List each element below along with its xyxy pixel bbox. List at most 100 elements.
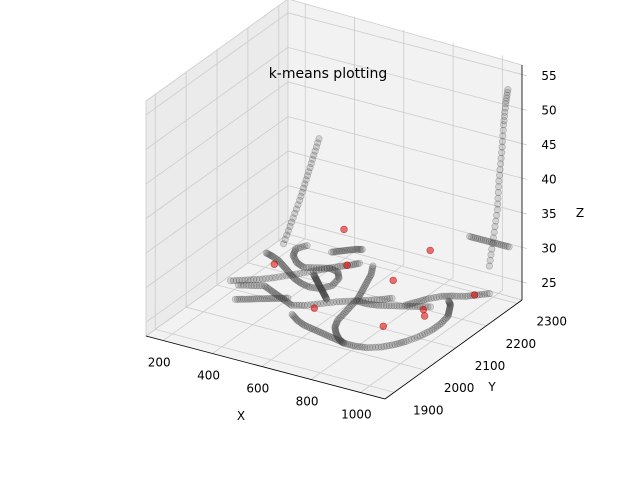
data-point [490,228,498,236]
data-point [266,286,274,294]
data-point [298,188,306,196]
data-point [318,287,326,295]
data-point [267,294,275,302]
data-point [297,319,305,327]
data-point [284,268,292,276]
data-point [302,263,310,271]
data-point [329,266,337,274]
data-point [375,301,383,309]
data-point [383,295,391,303]
data-point [334,268,342,276]
data-point [303,242,311,250]
data-point [296,278,304,286]
data-point [326,299,334,307]
data-point [350,299,358,307]
data-point [501,104,509,112]
data-point [499,121,507,129]
data-point [313,276,321,284]
data-point [468,233,476,241]
data-point [305,323,313,331]
data-point [395,339,403,347]
data-point [369,264,377,272]
data-point [385,341,393,349]
data-point [312,274,320,282]
data-point [265,250,273,258]
data-point [282,265,290,273]
data-point [472,234,480,242]
data-point [321,292,329,300]
data-point [377,343,385,351]
data-point [428,326,436,334]
data-point [287,301,295,309]
centroid-point [270,260,278,268]
data-point [488,245,496,253]
data-point [268,288,276,296]
data-point [495,171,503,179]
data-point [308,325,316,333]
data-point [359,299,367,307]
data-point [305,263,313,271]
data-point [312,264,320,272]
data-point [356,343,364,351]
z-tick-label: 55 [541,69,556,83]
data-point [349,342,357,350]
data-point [380,342,388,350]
data-point [299,280,307,288]
data-point [398,339,406,347]
data-point [273,294,281,302]
data-point [430,325,438,333]
data-point [316,282,324,290]
data-point [503,88,511,96]
data-point [240,295,248,303]
centroid-point [379,322,387,330]
data-point [320,291,328,299]
data-point [333,336,341,344]
data-point [346,341,354,349]
data-point [302,176,310,184]
data-point [268,252,276,260]
data-point [353,297,361,305]
data-point [495,177,503,185]
centroid-point [310,304,318,312]
data-point [319,284,327,292]
centroid-point [426,246,434,255]
data-point [325,332,333,340]
data-point [291,256,299,264]
data-point [388,341,396,349]
data-point [441,315,449,323]
data-point [293,270,301,278]
data-point [244,276,252,284]
data-point [334,334,342,342]
data-point [298,262,306,270]
data-point [269,294,277,302]
x-tick-label: 1000 [341,408,372,422]
data-point [301,281,309,289]
data-point [302,322,310,330]
y-tick-label: 2000 [444,381,475,395]
data-point [381,295,389,303]
data-point [277,293,285,301]
data-point [297,261,305,269]
data-point [291,247,299,255]
data-point [331,323,339,331]
data-point [328,334,336,342]
data-point [368,267,376,275]
data-point [388,294,396,302]
data-point [311,147,319,155]
data-point [303,323,311,331]
data-point [312,284,320,292]
data-point [357,288,365,296]
data-point [253,282,261,290]
data-point [321,292,329,300]
data-point [333,319,341,327]
data-point [334,316,342,324]
data-point [483,237,491,245]
data-point [413,333,421,341]
x-tick-label: 800 [296,395,319,409]
data-point [495,183,503,191]
data-point [326,282,334,290]
data-point [320,264,328,272]
z-tick-label: 30 [541,242,556,256]
data-point [340,339,348,347]
